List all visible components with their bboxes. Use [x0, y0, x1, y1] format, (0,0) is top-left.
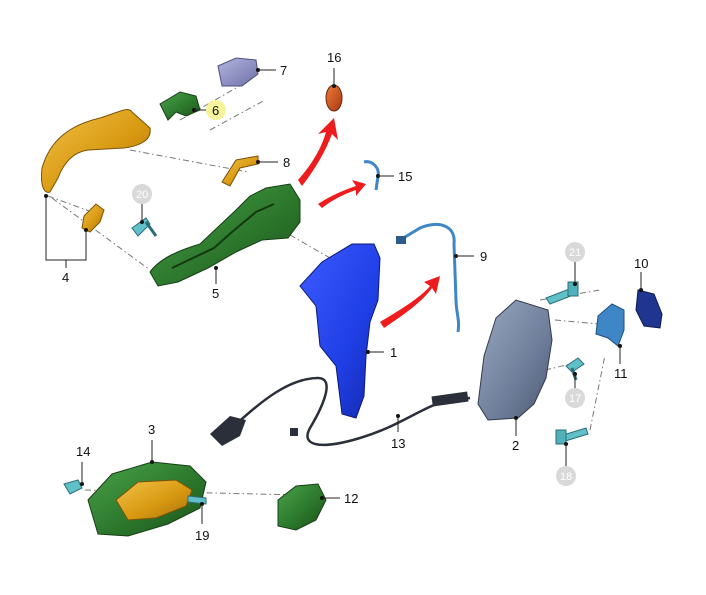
label-10[interactable]: 10 [634, 256, 648, 271]
part-21-bolt[interactable] [545, 281, 579, 305]
label-1[interactable]: 1 [390, 345, 397, 360]
label-13[interactable]: 13 [391, 436, 405, 451]
label-9[interactable]: 9 [480, 249, 487, 264]
part-18-bolt[interactable] [555, 427, 589, 445]
label-18[interactable]: 18 [560, 471, 572, 483]
part-11-striker-bracket[interactable] [595, 303, 625, 347]
part-12-bezel-cover[interactable] [277, 483, 327, 531]
disabled-marker [556, 466, 576, 486]
part-4-outside-handle[interactable] [41, 109, 151, 233]
part-5-handle-bracket[interactable] [149, 183, 301, 287]
label-20[interactable]: 20 [136, 189, 148, 201]
red-arrow-right-icon [318, 180, 366, 208]
label-12[interactable]: 12 [344, 491, 358, 506]
label-11[interactable]: 11 [614, 366, 628, 381]
part-7-cylinder-cap[interactable] [217, 57, 259, 87]
disabled-marker [565, 388, 585, 408]
part-14-screw[interactable] [63, 479, 83, 495]
label-7[interactable]: 7 [280, 63, 287, 78]
part-2-door-latch[interactable] [477, 299, 553, 421]
label-17[interactable]: 17 [569, 393, 581, 405]
label-5[interactable]: 5 [212, 286, 219, 301]
disabled-marker [132, 184, 152, 204]
highlight-marker [206, 100, 226, 120]
part-13-release-cable[interactable] [210, 376, 471, 447]
part-19-screw[interactable] [187, 495, 207, 505]
part-9-cable[interactable] [396, 223, 461, 333]
label-16[interactable]: 16 [327, 50, 341, 65]
label-19[interactable]: 19 [195, 528, 209, 543]
label-4[interactable]: 4 [62, 270, 69, 285]
label-8[interactable]: 8 [283, 155, 290, 170]
direction-arrows [298, 118, 440, 328]
label-3[interactable]: 3 [148, 422, 155, 437]
part-20-screw[interactable] [131, 217, 158, 237]
part-16-grommet[interactable] [325, 84, 343, 112]
red-arrow-up-icon [298, 118, 338, 186]
label-14[interactable]: 14 [76, 444, 90, 459]
callouts: 1 2 3 4 5 6 7 8 9 [44, 50, 648, 543]
label-6[interactable]: 6 [212, 103, 219, 118]
label-15[interactable]: 15 [398, 169, 412, 184]
part-6-handle-cap[interactable] [159, 91, 201, 121]
part-10-striker-plate[interactable] [635, 289, 663, 329]
red-arrow-upright-icon [380, 276, 440, 328]
part-1-lock-actuator[interactable] [299, 243, 381, 419]
label-21[interactable]: 21 [569, 247, 581, 259]
disabled-marker [565, 242, 585, 262]
label-2[interactable]: 2 [512, 438, 519, 453]
